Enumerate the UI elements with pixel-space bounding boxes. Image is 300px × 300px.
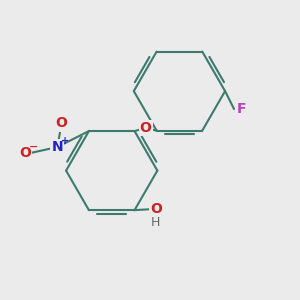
Text: H: H (151, 216, 160, 229)
Text: F: F (236, 102, 246, 116)
Text: O: O (150, 202, 162, 216)
Text: O: O (56, 116, 68, 130)
Text: N: N (51, 140, 63, 154)
Text: −: − (28, 142, 38, 152)
Text: +: + (61, 136, 70, 146)
Text: O: O (140, 121, 152, 135)
Text: O: O (19, 146, 31, 160)
